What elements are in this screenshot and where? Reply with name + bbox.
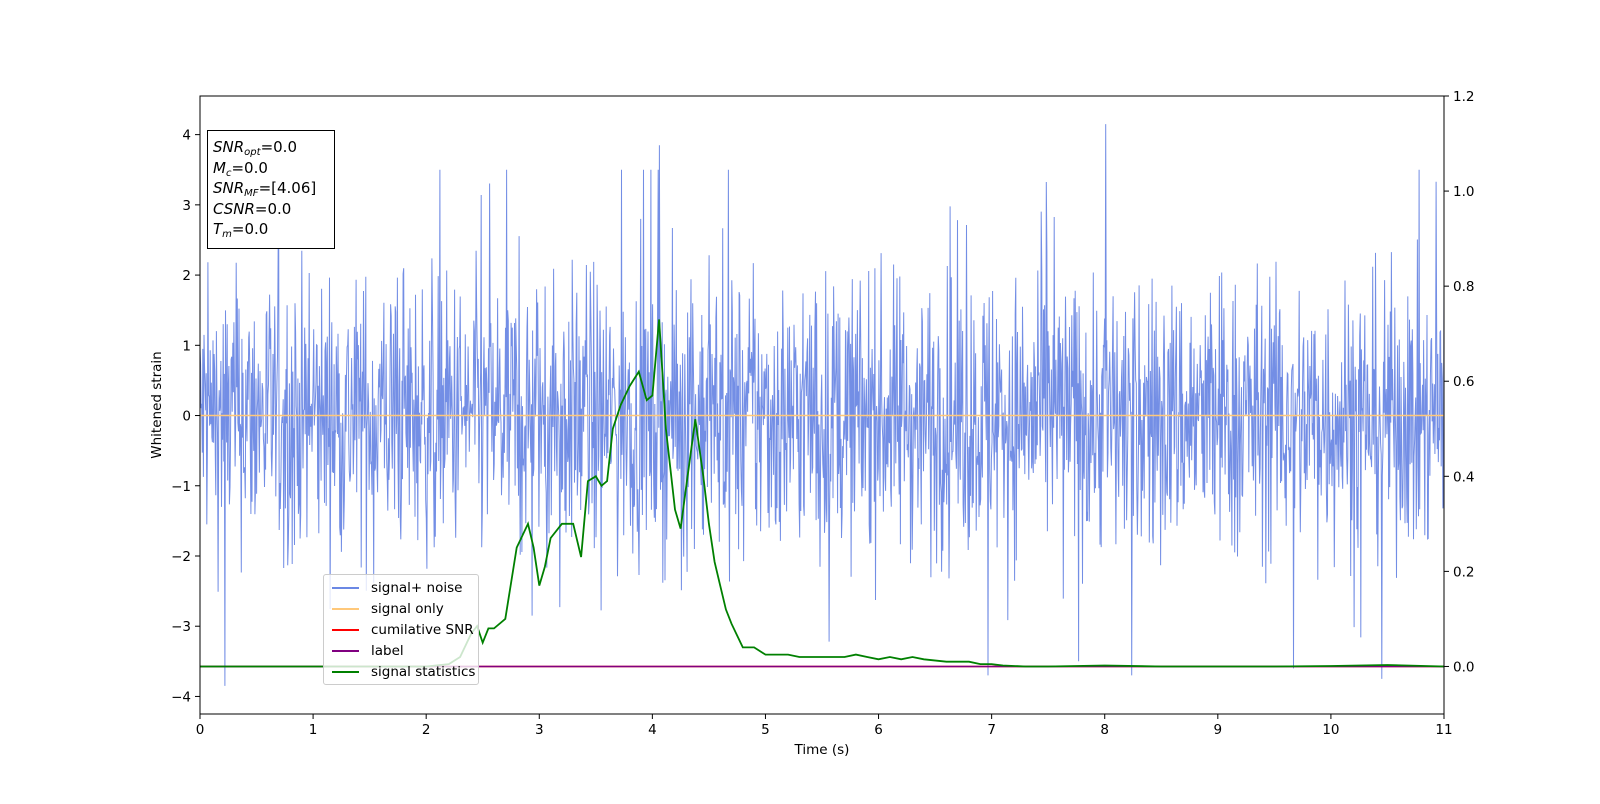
y-tick-label: −4 xyxy=(171,689,191,705)
plot-frame xyxy=(199,95,1445,715)
y2-tick-label: 0.4 xyxy=(1453,469,1474,485)
y-tick-label: 3 xyxy=(182,198,191,214)
legend-item-signal-noise: signal+ noise xyxy=(330,578,478,599)
legend-swatch xyxy=(332,608,359,611)
noise-trace xyxy=(199,124,1445,686)
x-tick-label: 7 xyxy=(987,722,996,738)
legend-item-signal-only: signal only xyxy=(330,599,478,620)
y-tick-label: −2 xyxy=(171,549,191,565)
legend-item-cumulative-snr: cumilative SNR xyxy=(330,620,478,641)
y2-tick-label: 1.0 xyxy=(1453,184,1474,200)
legend-swatch xyxy=(332,587,359,590)
x-tick-label: 5 xyxy=(761,722,770,738)
y-tick-label: 0 xyxy=(182,409,191,425)
x-tick-label: 1 xyxy=(309,722,318,738)
axes-layer: 0 1 2 3 4 5 6 7 8 9 10 11 −4 −3 −2 −1 0 1 2 3 4 0.0 0.2 0.4 0.6 0… xyxy=(171,89,1474,738)
legend-item-signal-statistics: signal statistics xyxy=(330,661,478,682)
y-tick-label: 4 xyxy=(182,128,191,144)
x-tick-label: 4 xyxy=(648,722,657,738)
x-tick-label: 8 xyxy=(1100,722,1109,738)
y2-tick-label: 1.2 xyxy=(1453,89,1474,105)
legend-swatch xyxy=(332,628,359,631)
y-tick-label: −3 xyxy=(171,619,191,635)
y-tick-label: 2 xyxy=(182,268,191,284)
x-tick-label: 2 xyxy=(422,722,431,738)
y-tick-label: −1 xyxy=(171,479,191,495)
info-snr-mf: SNRMF=[4.06] xyxy=(213,179,317,199)
signal-noise-series xyxy=(199,124,1445,686)
info-tm: Tm=0.0 xyxy=(213,220,269,240)
x-axis-label: Time (s) xyxy=(794,742,850,758)
legend-swatch xyxy=(332,670,359,673)
x-tick-label: 10 xyxy=(1322,722,1339,738)
info-box: SNRopt=0.0 Mc=0.0 SNRMF=[4.06] CSNR=0.0 … xyxy=(207,130,335,249)
y-axis-label: Whitened strain xyxy=(149,351,165,458)
legend-item-label: label xyxy=(330,640,478,661)
y2-tick-label: 0.8 xyxy=(1453,279,1474,295)
x-tick-label: 0 xyxy=(196,722,205,738)
y2-tick-label: 0.0 xyxy=(1453,659,1474,675)
info-snr-opt: SNRopt=0.0 xyxy=(213,138,297,158)
x-tick-label: 6 xyxy=(874,722,883,738)
x-tick-label: 11 xyxy=(1435,722,1452,738)
y2-tick-label: 0.2 xyxy=(1453,564,1474,580)
x-tick-label: 9 xyxy=(1214,722,1223,738)
info-csnr: CSNR=0.0 xyxy=(213,199,292,218)
y2-tick-label: 0.6 xyxy=(1453,374,1474,390)
y-tick-label: 1 xyxy=(182,338,191,354)
legend-swatch xyxy=(332,649,359,652)
info-mc: Mc=0.0 xyxy=(213,158,268,179)
legend: signal+ noise signal only cumilative SNR… xyxy=(323,574,479,685)
signal-statistics-line xyxy=(200,319,1445,668)
x-tick-label: 3 xyxy=(535,722,544,738)
